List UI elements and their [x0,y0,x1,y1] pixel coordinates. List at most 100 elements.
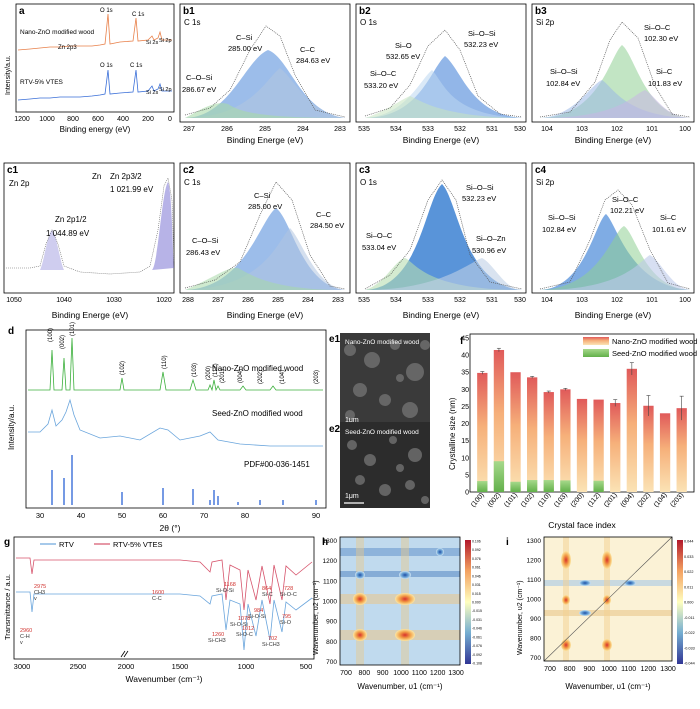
panel-b3-xtick: 100 [679,126,691,133]
panel-a-xtick: 800 [67,116,79,123]
panel-f-xtick: (002) [487,492,503,509]
axis-tick: 900 [530,616,541,623]
panel-d-hkl: (112) [213,363,219,377]
panel-f-ytick: 15 [461,438,469,445]
panel-b1: b1 C 1s C–Si 285.00 eV C–C 284.63 eV C–O… [179,3,351,145]
panel-f-bar-nano [527,377,538,492]
panel-a-xticks: 1200 1000 800 600 400 200 0 [14,116,172,123]
panel-g-anno: C-H [20,634,30,640]
panel-f-bar-nano [610,403,621,492]
panel-g-anno: Si-O-Si [230,622,248,628]
panel-c1-label-zn2p32-name: Zn 2p3/2 [110,172,142,181]
panel-f-ytick: 40 [461,353,469,360]
panel-b3-letter: b3 [535,6,547,17]
panel-a: a Nano-ZnO modified wood RTV-5% VTES O 1… [5,3,175,134]
panel-c3-xtick: 533 [422,297,434,304]
panel-b2-xtick: 530 [514,126,526,133]
panel-d-ylabel: Intensity/a.u. [7,405,16,450]
sem-texture-e1 [344,340,430,420]
panel-d-hkl: (100) [48,328,54,342]
axis-tick: 1000 [393,670,409,677]
panel-b1-xtick: 287 [183,126,195,133]
panel-d-xtick: 60 [159,511,167,520]
panel-f-xtick: (103) [553,492,569,509]
panel-b2-letter: b2 [359,6,371,17]
panel-g: g RTV RTV-5% VTES 2975 CH3 v 2960 C-H v … [3,536,315,684]
panel-c4: c4 Si 2p Si–O–C 102.21 eV Si–O–Si 102.84… [531,162,695,320]
panel-c4-xtick: 101 [646,297,658,304]
panel-d-hkl: (200) [206,366,212,380]
panel-b3-label-sic-name: Si–C [656,67,673,76]
panel-i-yticks: 700 800 900 1000 1100 1200 1300 [527,538,542,662]
panel-a-peak-c1s-top: C 1s [132,12,144,18]
colorbar-tick: -0.022 [684,631,695,635]
panel-a-ylabel: Intensity/a.u. [5,55,12,95]
panel-a-peak-c1s-bottom: C 1s [130,63,142,69]
panel-f-bar-nano [510,372,521,492]
panel-c2-xtick: 284 [302,297,314,304]
panel-d-hkl: (002) [60,335,66,349]
colorbar-tick: 0.000 [472,601,481,605]
panel-e2: e2 Seed-ZnO modified wood 1μm [329,422,430,508]
panel-c4-label-siosi-name: Si–O–Si [548,213,576,222]
panel-g-anno: 1012 [242,626,254,632]
panel-c4-xtick: 104 [541,297,553,304]
panel-f-xticks: (100) (002) (101) (102) (110) (103) (200) (112)… [470,492,685,509]
panel-f-letter: f [460,336,464,347]
panel-c3-xlabel: Binding Energe (eV) [403,310,480,320]
panel-b3-xlabel: Binding Energe (eV) [575,135,652,145]
axis-tick: 1300 [660,666,676,673]
panel-f-xtick: (200) [570,492,586,509]
panel-a-bottom-label: RTV-5% VTES [20,79,64,86]
axis-tick: 700 [326,659,337,666]
panel-c4-xtick: 103 [576,297,588,304]
panel-c4-xtick: 102 [611,297,623,304]
panel-d-nano-pattern [28,337,323,392]
panel-c4-xtick: 100 [679,297,691,304]
colorbar-tick: 0.022 [684,570,694,574]
panel-a-top-label: Nano-ZnO modified wood [20,29,94,36]
panel-c3-label-sioc-name: Si–O–C [366,231,393,240]
axis-tick: 1200 [527,558,542,565]
panel-f-ytick: 5 [465,472,469,479]
panel-c3-xtick: 532 [454,297,466,304]
panel-b1-xtick: 283 [334,126,346,133]
panel-b2-label-sioc-value: 533.20 eV [364,81,398,90]
panel-h-xlabel: Wavenumber, υ1 (cm⁻¹) [357,682,443,691]
panel-c4-xlabel: Binding Energe (eV) [575,310,652,320]
panel-b2-label-sio-value: 532.65 eV [386,52,420,61]
panel-b3-xtick: 104 [541,126,553,133]
axis-tick: 800 [530,636,541,643]
panel-c2-label-cc-value: 284.50 eV [310,221,344,230]
panel-f-bar-seed [527,480,538,492]
axis-tick: 900 [377,670,389,677]
panel-f-bar-seed [510,481,521,492]
panel-b2-xtick: 533 [422,126,434,133]
panel-f-xtick: (100) [470,492,486,509]
colorbar-tick: 0.061 [472,566,481,570]
colorbar-tick: -0.046 [472,627,482,631]
panel-a-xtick: 1200 [14,116,30,123]
axis-tick: 1000 [323,599,338,606]
panel-f-bar-seed [493,461,505,492]
panel-c1-xtick: 1030 [106,297,122,304]
panel-d-xtick: 80 [241,511,249,520]
panel-d-hkl: (103) [192,363,198,377]
panel-c1-letter: c1 [7,165,19,176]
panel-g-anno: v [20,640,23,646]
panel-a-bottom-spectrum [17,69,172,101]
panel-e1-scale: 1μm [345,417,359,424]
panel-e2-scale: 1μm [345,493,359,500]
panel-g-anno: 984 [254,608,263,614]
panel-e1-letter: e1 [329,334,341,345]
panel-a-peak-zn-top: Zn 2p3 [58,45,77,51]
panel-h-colorbar-ticks: 0.106 0.092 0.076 0.061 0.046 0.031 0.015 0.000… [472,540,482,666]
panel-g-xtick: 3000 [14,662,31,671]
panel-g-anno: 1600 [152,590,164,596]
panel-f-xtick: (201) [603,492,619,509]
panel-d-hkl: (104) [280,370,286,384]
axis-tick: 700 [340,670,352,677]
panel-g-anno: Si-O [280,620,292,626]
axis-tick: 1100 [621,666,636,673]
